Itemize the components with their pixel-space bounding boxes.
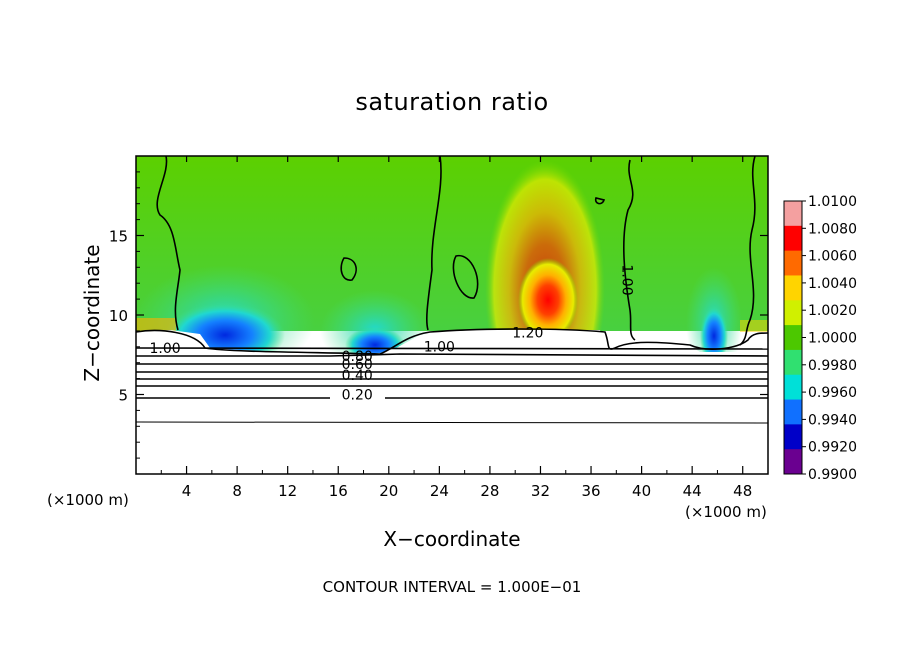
colorbar-tick-label: 0.9960 <box>808 385 857 401</box>
colorbar-tick-label: 1.0080 <box>808 221 857 237</box>
contour-label: 1.20 <box>512 325 543 341</box>
colorbar-tick-label: 0.9900 <box>808 467 857 483</box>
y-axis: 5 10 15 <box>109 171 768 459</box>
colorbar-tick-label: 1.0060 <box>808 249 857 265</box>
x-tick-label: 32 <box>531 482 550 500</box>
contour-label: 0.60 <box>342 357 373 373</box>
x-axis-label: X−coordinate <box>383 527 521 551</box>
contour-label: 0.80 <box>342 349 373 365</box>
y-axis-label: Z−coordinate <box>80 244 104 382</box>
x-tick-label: 4 <box>182 482 192 500</box>
contour-label: 0.20 <box>342 387 373 403</box>
colorbar: 1.0100 1.0080 1.0060 1.0040 1.0020 1.0000 0.99… <box>783 194 857 483</box>
colorbar-swatch <box>784 275 802 301</box>
y-tick-label: 15 <box>109 228 128 246</box>
contour-label: 1.00 <box>149 341 180 357</box>
colorbar-tick-label: 0.9980 <box>808 358 857 374</box>
x-tick-label: 12 <box>278 482 297 500</box>
colorbar-tick-label: 1.0020 <box>808 303 857 319</box>
x-tick-label: 28 <box>480 482 499 500</box>
colorbar-swatch <box>784 449 802 475</box>
x-tick-label: 40 <box>632 482 651 500</box>
colorbar-swatch <box>784 374 802 401</box>
colorbar-tick-label: 1.0040 <box>808 276 857 292</box>
x-tick-label: 44 <box>683 482 702 500</box>
chart-title: saturation ratio <box>355 88 549 116</box>
colorbar-swatch <box>784 250 802 276</box>
colorbar-swatch <box>784 325 802 351</box>
x-tick-label: 36 <box>581 482 600 500</box>
x-tick-label: 20 <box>379 482 398 500</box>
colorbar-swatch <box>784 349 802 376</box>
contour-interval-note: CONTOUR INTERVAL = 1.000E−01 <box>322 578 582 596</box>
colorbar-tick-label: 0.9920 <box>808 440 857 456</box>
colorbar-tick-label: 1.0100 <box>808 194 857 210</box>
colorbar-swatch <box>784 399 802 425</box>
color-field <box>136 156 768 474</box>
colorbar-tick-label: 0.9940 <box>808 412 857 428</box>
contour-label: 0.40 <box>342 368 373 384</box>
x-unit-label-left: (×1000 m) <box>47 491 129 509</box>
colorbar-swatch <box>784 300 802 326</box>
colorbar-swatch <box>784 201 802 227</box>
contour-label: 1.00 <box>424 340 455 356</box>
x-tick-label: 16 <box>329 482 348 500</box>
contour-label: 1.00 <box>619 264 635 295</box>
contour-labels: 1.00 0.800.600.40 0.20 1.00 1.20 1.00 <box>149 264 634 403</box>
x-tick-label: 48 <box>733 482 752 500</box>
colorbar-swatch <box>784 424 802 450</box>
x-unit-label-right: (×1000 m) <box>685 503 767 521</box>
x-tick-label: 8 <box>232 482 242 500</box>
x-tick-label: 24 <box>430 482 449 500</box>
x-axis: 4 8 12 16 20 24 28 32 36 40 44 48 <box>160 156 752 500</box>
y-tick-label: 10 <box>109 307 128 325</box>
colorbar-tick-label: 1.0000 <box>808 331 857 347</box>
y-tick-label: 5 <box>118 387 128 405</box>
contour-lines <box>136 156 768 424</box>
colorbar-swatch <box>784 225 802 252</box>
